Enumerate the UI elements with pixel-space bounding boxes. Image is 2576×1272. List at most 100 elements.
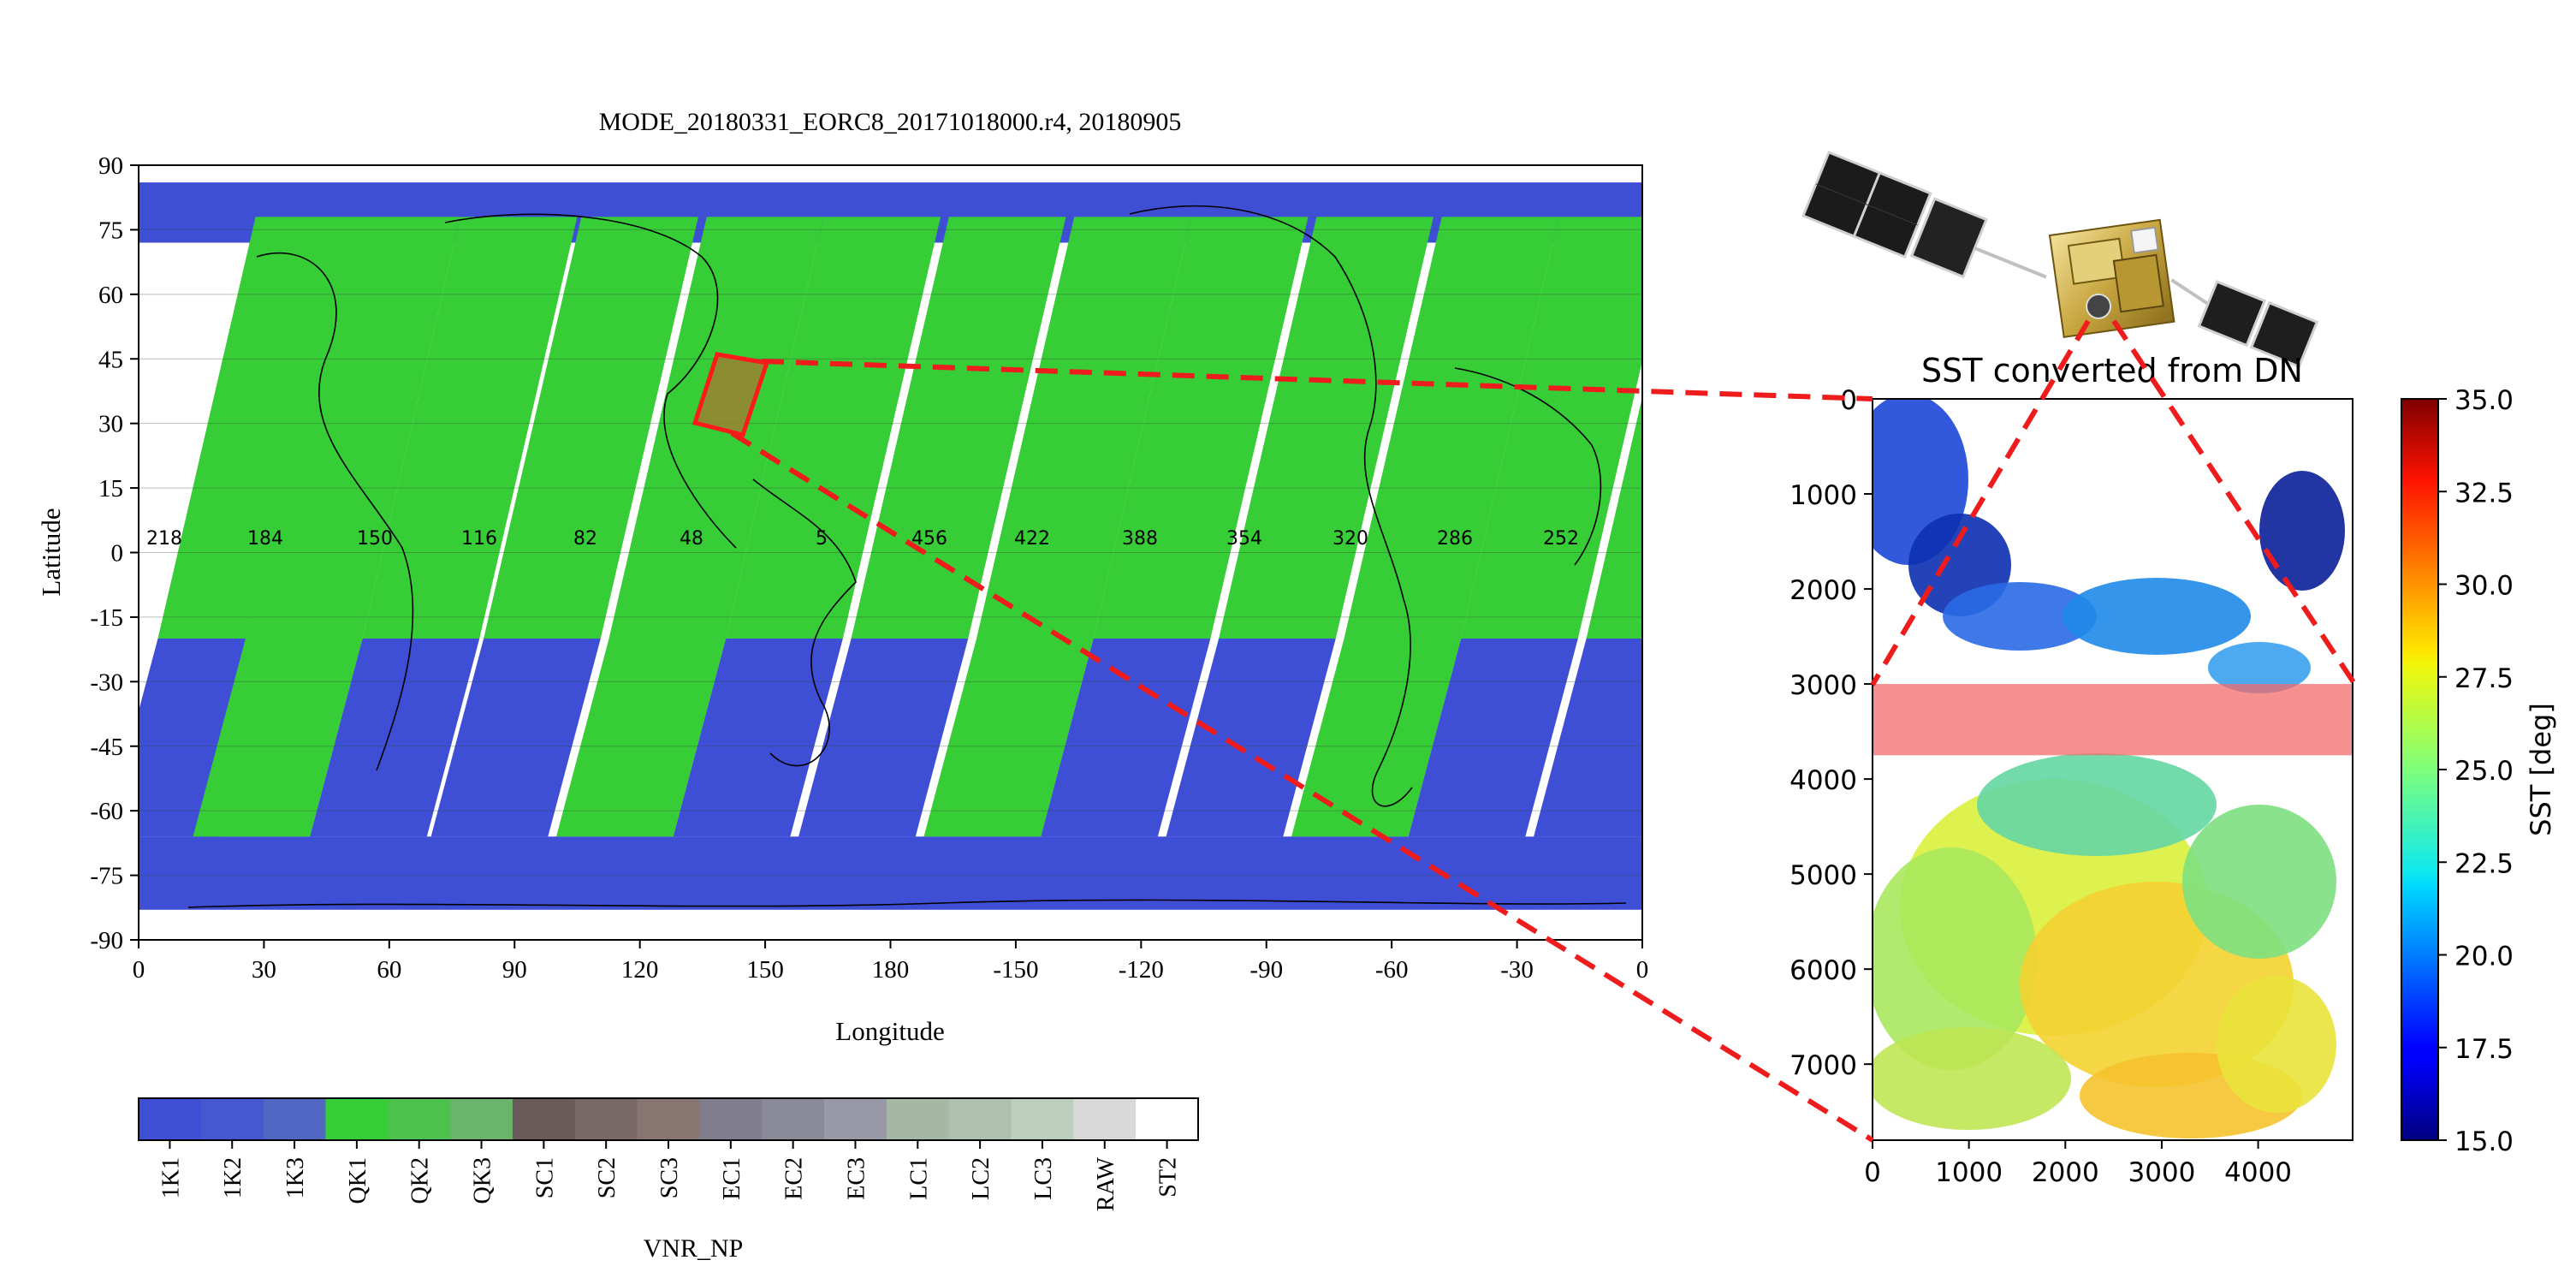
satellite-beam-left — [1870, 319, 2091, 687]
orbit-swath — [673, 217, 941, 837]
swath-blue — [193, 639, 363, 837]
legend-swatch — [450, 1098, 513, 1140]
legend-swatch — [824, 1098, 887, 1140]
sst-x-tick-label: 0 — [1864, 1157, 1881, 1188]
swath-blue — [798, 639, 969, 837]
sst-panel: SST converted from DN 0 1000 2000 3000 4000 5… — [1790, 352, 2557, 1188]
sst-y-tick-label: 2000 — [1790, 575, 1857, 606]
swath-green — [976, 217, 1191, 639]
path-number-label: 184 — [247, 528, 283, 550]
coastline — [1129, 205, 1404, 600]
map-ylabel: Latitude — [36, 508, 66, 596]
legend-label: SC2 — [594, 1157, 620, 1198]
legend-swatch — [886, 1098, 950, 1140]
legend-label: QK3 — [470, 1157, 496, 1204]
swath-blue — [1408, 639, 1578, 837]
sst-y-tick-label: 0 — [1840, 385, 1857, 416]
swath-blue — [310, 639, 480, 837]
orbit-swath — [1166, 217, 1433, 837]
coastline — [444, 213, 737, 549]
category-legend: 1K1 1K2 1K3 QK1 QK2 QK3 SC1 SC2 SC3 EC1 EC2 EC3 LC1 L… — [138, 1097, 1199, 1211]
swath-green — [362, 217, 578, 639]
x-tick-label: 90 — [502, 956, 527, 984]
x-tick-label: 30 — [252, 956, 276, 984]
map-title: MODE_20180331_EORC8_20171018000.r4, 2018… — [599, 108, 1182, 136]
orbit-swath — [310, 217, 578, 837]
y-tick-label: 15 — [98, 475, 123, 502]
connector-bottom — [730, 431, 1874, 1143]
colorbar-tick-label: 22.5 — [2454, 848, 2514, 879]
south-polar-coverage — [139, 836, 1642, 910]
swath-blue — [673, 639, 843, 837]
y-tick-label: -15 — [90, 604, 123, 632]
swath-green — [1219, 217, 1433, 639]
legend-swatch — [388, 1098, 451, 1140]
path-number-label: 82 — [573, 528, 597, 550]
x-tick-label: -30 — [1500, 956, 1534, 984]
sst-patch — [1873, 1027, 2071, 1130]
legend-label: QK1 — [345, 1157, 371, 1204]
sst-patch — [1873, 847, 2037, 1070]
legend-swatch — [948, 1098, 1012, 1140]
legend-swatch — [325, 1098, 389, 1140]
orbit-swath — [430, 217, 698, 837]
x-tick-label: 180 — [872, 956, 910, 984]
path-number-label: 354 — [1226, 528, 1262, 550]
legend-label: SC3 — [656, 1157, 683, 1198]
legend-swatch — [1011, 1098, 1074, 1140]
coastline — [187, 899, 1627, 908]
swath-green — [726, 217, 941, 639]
legend-swatch — [200, 1098, 264, 1140]
coastline — [752, 478, 857, 767]
path-number-label: 422 — [1014, 528, 1050, 550]
map-axes: 0 30 60 90 120 150 180 -150 -120 -90 -60 -30 0907560… — [90, 152, 1648, 984]
sst-image — [1873, 399, 2353, 1140]
x-tick-label: -120 — [1119, 956, 1164, 984]
x-tick-label: 0 — [133, 956, 145, 984]
x-tick-label: 120 — [621, 956, 659, 984]
swath-green — [1586, 396, 1642, 639]
satellite-illustration — [1801, 150, 2319, 369]
path-number-label: 218 — [146, 528, 182, 550]
colorbar-ticks: 35.0 32.5 30.0 27.5 25.0 22.5 20.0 17.5 15.0 — [2438, 385, 2514, 1157]
x-tick-label: -150 — [993, 956, 1038, 984]
swath-blue — [923, 639, 1094, 837]
colorbar-tick-label: 32.5 — [2454, 478, 2514, 508]
path-number-label: 252 — [1543, 528, 1579, 550]
legend-label: LC2 — [968, 1157, 994, 1200]
legend-swatch — [1136, 1098, 1199, 1140]
swath-blue — [556, 639, 727, 837]
y-tick-label: -30 — [90, 669, 123, 696]
legend-label: EC1 — [719, 1157, 745, 1200]
legend-label: 1K2 — [220, 1157, 246, 1198]
path-number-label: 388 — [1122, 528, 1158, 550]
orbit-swath — [1291, 217, 1559, 837]
y-tick-label: 0 — [111, 540, 124, 568]
path-number-label: 48 — [680, 528, 703, 550]
colorbar-tick-label: 35.0 — [2454, 385, 2514, 416]
x-tick-label: 150 — [746, 956, 784, 984]
map-plot-area: 218 184 150 116 82 48 5 456 422 388 354 320 286 252 — [139, 182, 1642, 910]
swath-blue — [1041, 639, 1211, 837]
legend-label: SC1 — [531, 1157, 558, 1198]
y-tick-label: -90 — [90, 927, 123, 954]
sst-x-tick-label: 2000 — [2032, 1157, 2099, 1188]
orbit-swath — [798, 217, 1066, 837]
sst-y-tick-label: 1000 — [1790, 480, 1857, 511]
path-number-label: 286 — [1437, 528, 1473, 550]
x-tick-label: -60 — [1375, 956, 1409, 984]
sst-y-tick-label: 7000 — [1790, 1050, 1857, 1081]
colorbar-tick-label: 30.0 — [2454, 571, 2514, 602]
legend-swatch — [263, 1098, 326, 1140]
swath-green — [1093, 217, 1309, 639]
sst-y-tick-label: 3000 — [1790, 670, 1857, 701]
legend-swatch — [1073, 1098, 1137, 1140]
x-tick-label: 60 — [377, 956, 401, 984]
y-tick-label: -60 — [90, 798, 123, 825]
legend-label: 1K1 — [157, 1157, 184, 1198]
sst-patch — [2217, 976, 2336, 1113]
swath-green — [851, 217, 1066, 639]
sst-y-tick-label: 4000 — [1790, 765, 1857, 796]
sst-axes: 0 1000 2000 3000 4000 5000 6000 7000 0 1000 2000 30… — [1790, 385, 2292, 1188]
